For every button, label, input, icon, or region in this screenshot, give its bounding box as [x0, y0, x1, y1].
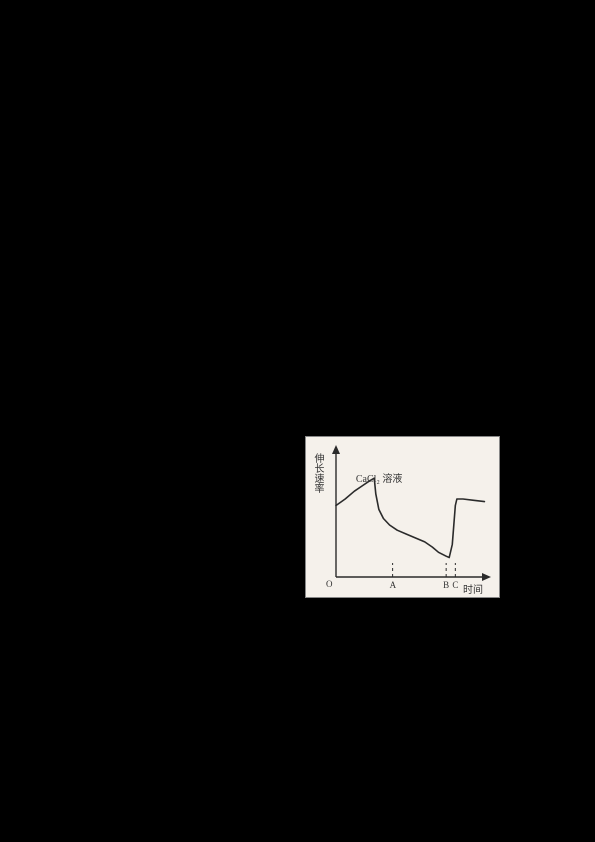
- y-axis-label: 伸长速率: [310, 453, 325, 493]
- line-chart-panel: 伸长速率 CaCl₂ 溶液 时间 O A BC: [305, 436, 500, 598]
- x-tick-label: A: [390, 580, 397, 590]
- series-label: CaCl₂ 溶液: [356, 470, 403, 485]
- page-root: 伸长速率 CaCl₂ 溶液 时间 O A BC: [0, 0, 595, 842]
- x-axis-label: 时间: [463, 581, 483, 596]
- x-tick-label: B: [443, 580, 449, 590]
- line-chart-svg: [306, 437, 501, 599]
- origin-label: O: [326, 579, 333, 589]
- x-tick-label: C: [452, 580, 458, 590]
